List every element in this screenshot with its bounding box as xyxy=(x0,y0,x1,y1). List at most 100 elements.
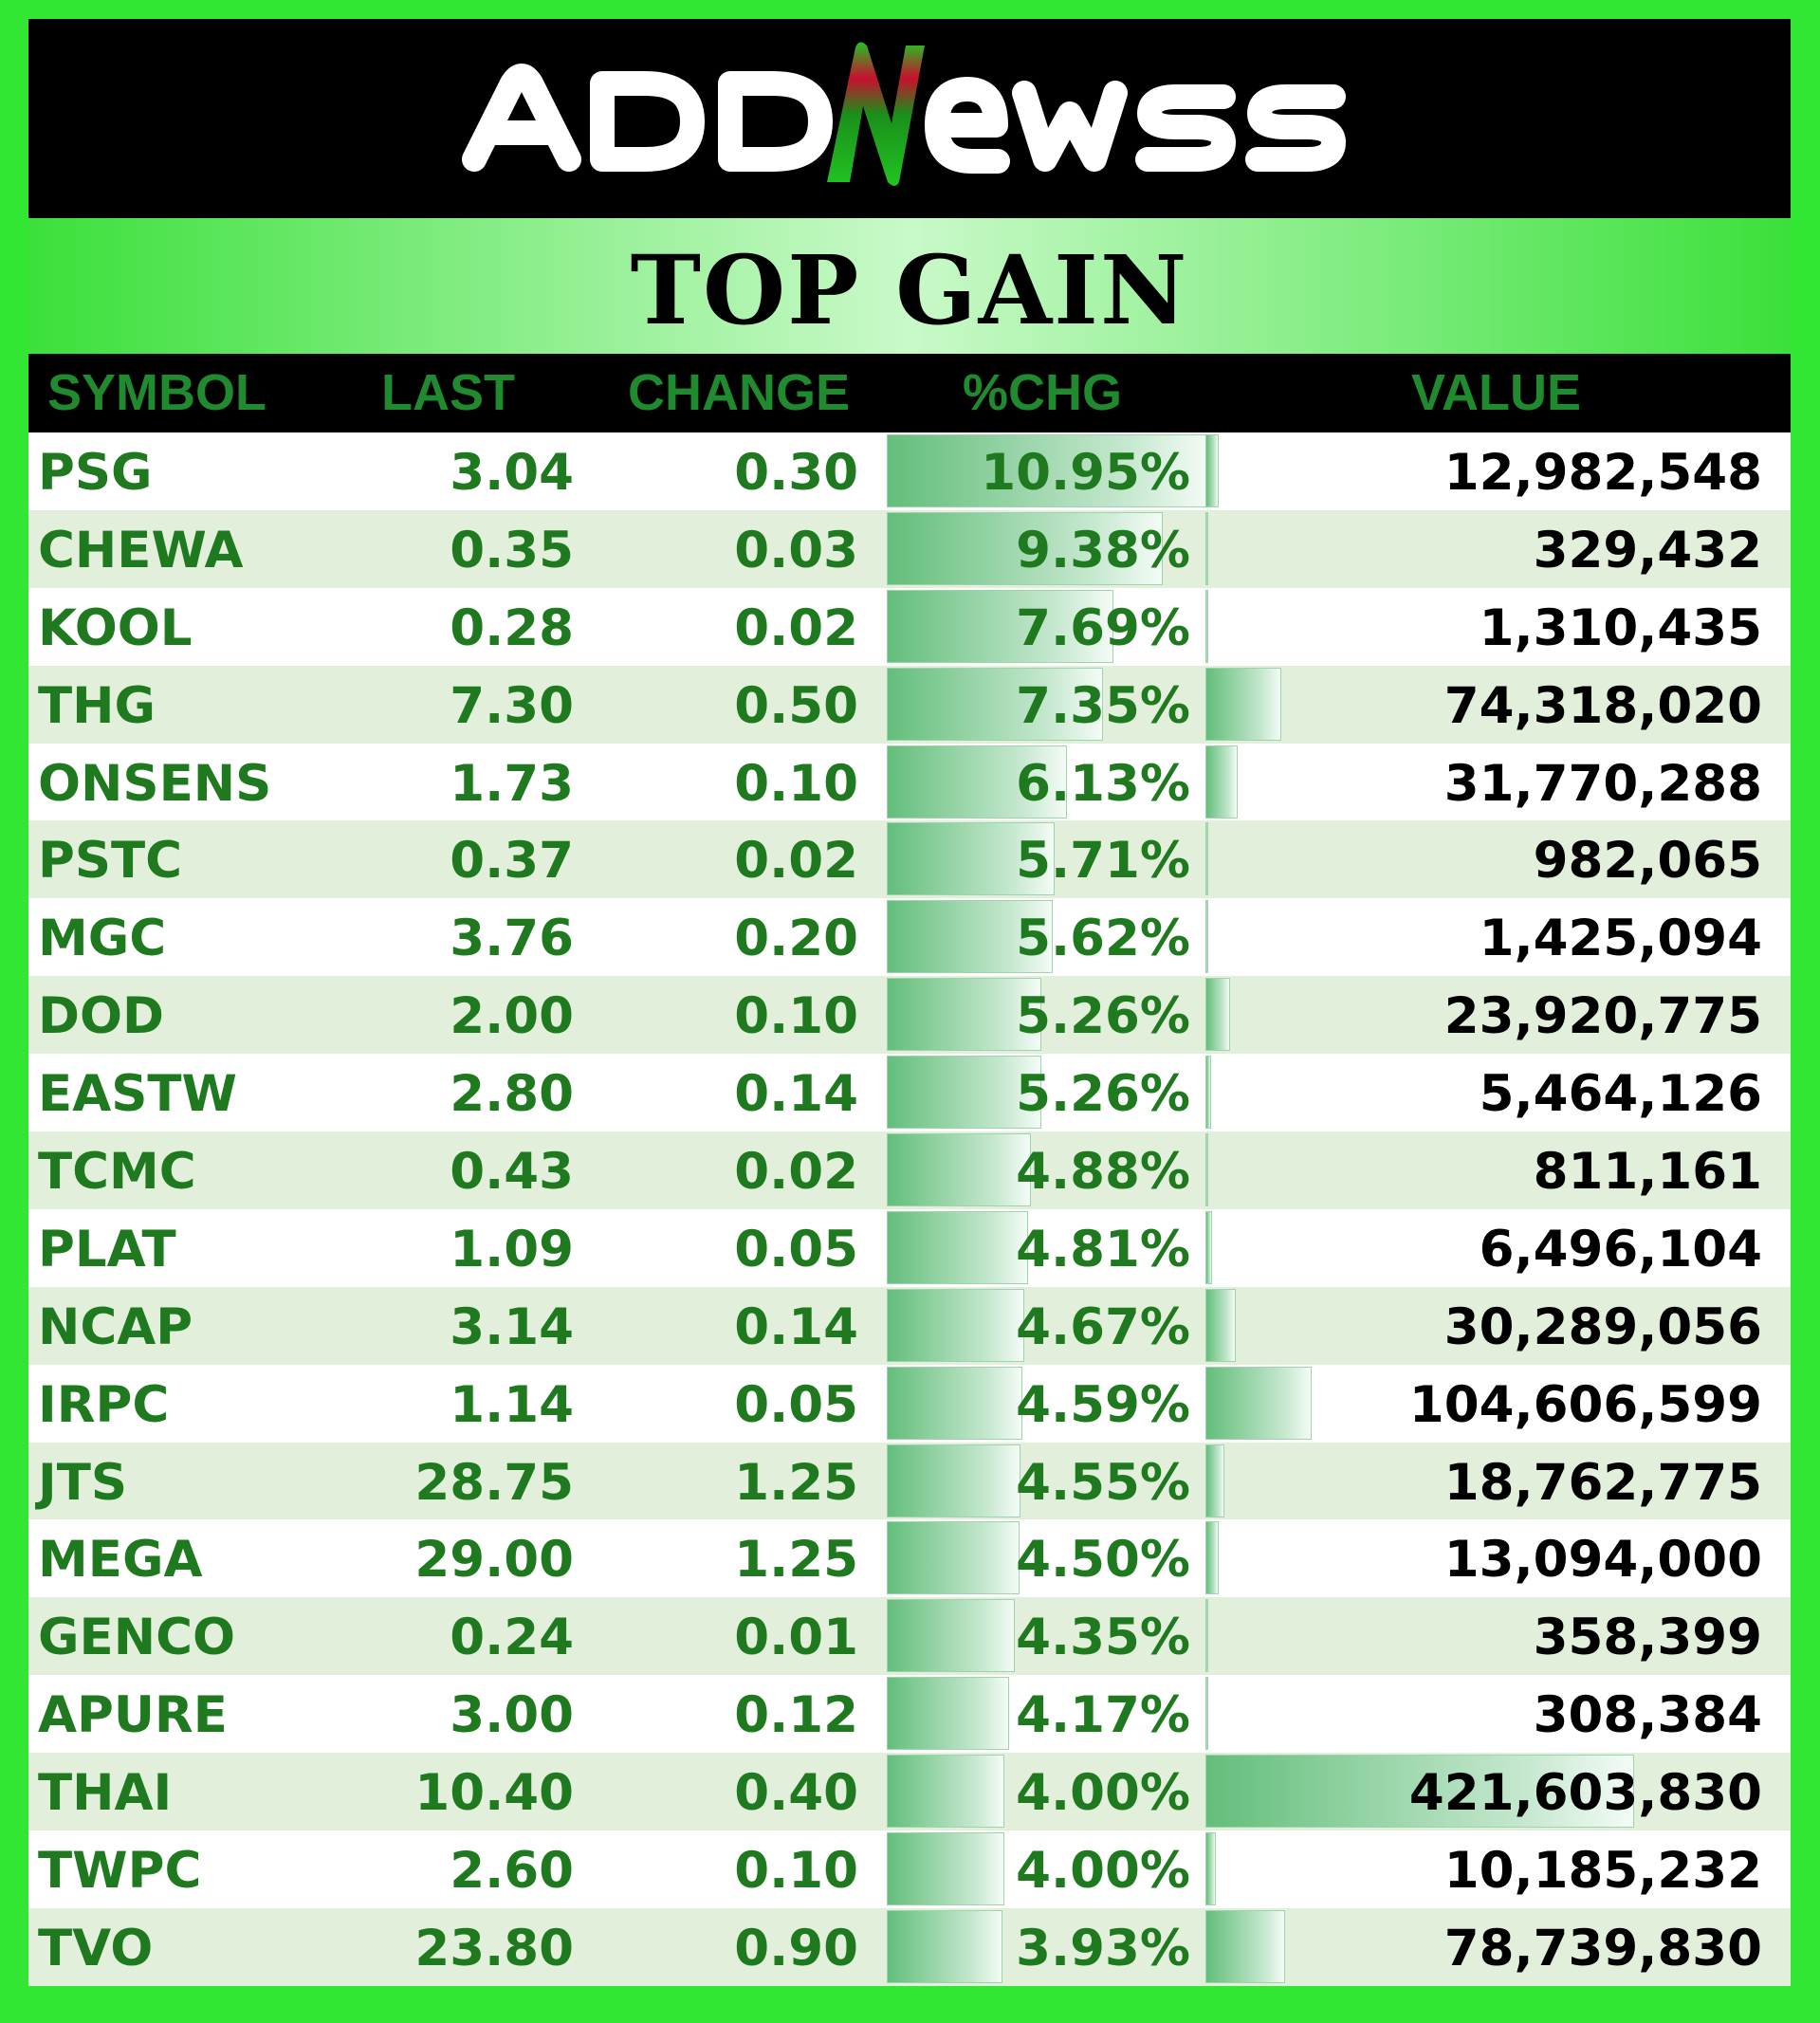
value-cell: 5,464,126 xyxy=(1479,1065,1762,1124)
pct-chg-bar xyxy=(887,1755,1005,1829)
value-cell: 31,770,288 xyxy=(1443,754,1762,813)
value-bar xyxy=(1205,1366,1313,1440)
last-cell: 3.00 xyxy=(450,1686,574,1745)
value-cell: 329,432 xyxy=(1533,521,1762,579)
symbol-cell: TCMC xyxy=(38,1143,196,1202)
value-bar xyxy=(1205,1133,1208,1207)
value-cell: 10,185,232 xyxy=(1443,1842,1762,1901)
value-bar xyxy=(1205,822,1208,896)
pct-chg-cell: 5.62% xyxy=(1016,910,1190,968)
value-bar xyxy=(1205,589,1208,663)
symbol-cell: JTS xyxy=(38,1453,128,1512)
change-cell: 0.02 xyxy=(734,832,858,891)
value-cell: 1,425,094 xyxy=(1479,910,1762,968)
pct-chg-cell: 4.00% xyxy=(1016,1764,1190,1823)
last-cell: 3.76 xyxy=(450,910,574,968)
change-cell: 0.30 xyxy=(734,444,858,502)
change-cell: 0.01 xyxy=(734,1609,858,1667)
pct-chg-cell: 4.67% xyxy=(1016,1297,1190,1356)
pct-chg-bar xyxy=(887,1056,1042,1130)
addnewss-logo xyxy=(462,42,1346,186)
change-cell: 0.90 xyxy=(734,1919,858,1977)
value-cell: 30,289,056 xyxy=(1443,1297,1762,1356)
change-cell: 0.14 xyxy=(734,1297,858,1356)
symbol-cell: MGC xyxy=(38,910,167,968)
symbol-cell: THG xyxy=(38,676,156,735)
top-gain-table: SYMBOL LAST CHANGE %CHG VALUE PSG 3.04 0.3… xyxy=(28,354,1791,1986)
pct-chg-cell: 4.35% xyxy=(1016,1609,1190,1667)
pct-chg-bar xyxy=(887,1521,1020,1595)
last-cell: 2.60 xyxy=(450,1842,574,1901)
table-row: ONSENS 1.73 0.10 6.13% 31,770,288 xyxy=(28,743,1791,821)
change-cell: 0.40 xyxy=(734,1764,858,1823)
change-cell: 0.10 xyxy=(734,754,858,813)
value-bar xyxy=(1205,434,1219,507)
pct-chg-bar xyxy=(887,822,1056,896)
last-cell: 23.80 xyxy=(414,1919,574,1977)
pct-chg-cell: 5.26% xyxy=(1016,1065,1190,1124)
table-row: THAI 10.40 0.40 4.00% 421,603,830 xyxy=(28,1753,1791,1831)
change-cell: 0.02 xyxy=(734,1143,858,1202)
table-row: PSG 3.04 0.30 10.95% 12,982,548 xyxy=(28,432,1791,510)
pct-chg-bar xyxy=(887,1133,1031,1207)
logo-bar xyxy=(28,19,1791,218)
value-bar xyxy=(1205,1755,1634,1829)
last-cell: 0.28 xyxy=(450,598,574,657)
header-pct-chg: %CHG xyxy=(963,364,1123,421)
last-cell: 28.75 xyxy=(414,1453,574,1512)
table-row: PLAT 1.09 0.05 4.81% 6,496,104 xyxy=(28,1208,1791,1287)
pct-chg-bar xyxy=(887,1677,1010,1751)
last-cell: 29.00 xyxy=(414,1531,574,1590)
symbol-cell: EASTW xyxy=(38,1065,238,1124)
header-value: VALUE xyxy=(1411,364,1582,421)
value-cell: 23,920,775 xyxy=(1443,987,1762,1046)
symbol-cell: THAI xyxy=(38,1764,173,1823)
value-cell: 6,496,104 xyxy=(1479,1220,1762,1278)
symbol-cell: CHEWA xyxy=(38,521,244,579)
value-cell: 1,310,435 xyxy=(1479,598,1762,657)
value-bar xyxy=(1205,1210,1212,1284)
pct-chg-cell: 4.59% xyxy=(1016,1375,1190,1434)
table-row: MGC 3.76 0.20 5.62% 1,425,094 xyxy=(28,898,1791,977)
symbol-cell: ONSENS xyxy=(38,754,272,813)
table-row: MEGA 29.00 1.25 4.50% 13,094,000 xyxy=(28,1519,1791,1598)
value-cell: 104,606,599 xyxy=(1408,1375,1762,1434)
table-row: IRPC 1.14 0.05 4.59% 104,606,599 xyxy=(28,1364,1791,1443)
value-cell: 421,603,830 xyxy=(1408,1764,1762,1823)
pct-chg-cell: 4.00% xyxy=(1016,1842,1190,1901)
pct-chg-cell: 4.81% xyxy=(1016,1220,1190,1278)
pct-chg-cell: 7.35% xyxy=(1016,676,1190,735)
table-row: TVO 23.80 0.90 3.93% 78,739,830 xyxy=(28,1907,1791,1986)
last-cell: 0.43 xyxy=(450,1143,574,1202)
change-cell: 0.05 xyxy=(734,1375,858,1434)
value-cell: 18,762,775 xyxy=(1443,1453,1762,1512)
change-cell: 1.25 xyxy=(734,1531,858,1590)
pct-chg-bar xyxy=(887,900,1053,974)
pct-chg-cell: 10.95% xyxy=(981,444,1190,502)
title-band: TOP GAIN xyxy=(28,218,1791,354)
value-cell: 982,065 xyxy=(1533,832,1762,891)
value-cell: 308,384 xyxy=(1533,1686,1762,1745)
last-cell: 1.09 xyxy=(450,1220,574,1278)
value-cell: 811,161 xyxy=(1533,1143,1762,1202)
value-bar xyxy=(1205,1288,1237,1362)
change-cell: 0.14 xyxy=(734,1065,858,1124)
pct-chg-bar xyxy=(887,589,1113,663)
symbol-cell: GENCO xyxy=(38,1609,236,1667)
pct-chg-cell: 9.38% xyxy=(1016,521,1190,579)
symbol-cell: NCAP xyxy=(38,1297,193,1356)
table-row: NCAP 3.14 0.14 4.67% 30,289,056 xyxy=(28,1286,1791,1365)
value-bar xyxy=(1205,1832,1216,1906)
last-cell: 1.73 xyxy=(450,754,574,813)
table-row: THG 7.30 0.50 7.35% 74,318,020 xyxy=(28,665,1791,744)
last-cell: 10.40 xyxy=(414,1764,574,1823)
value-bar xyxy=(1205,1909,1286,1983)
pct-chg-bar xyxy=(887,978,1042,1052)
value-bar xyxy=(1205,1521,1220,1595)
pct-chg-bar xyxy=(887,434,1209,507)
change-cell: 0.03 xyxy=(734,521,858,579)
last-cell: 0.24 xyxy=(450,1609,574,1667)
table-row: EASTW 2.80 0.14 5.26% 5,464,126 xyxy=(28,1054,1791,1132)
last-cell: 3.04 xyxy=(450,444,574,502)
